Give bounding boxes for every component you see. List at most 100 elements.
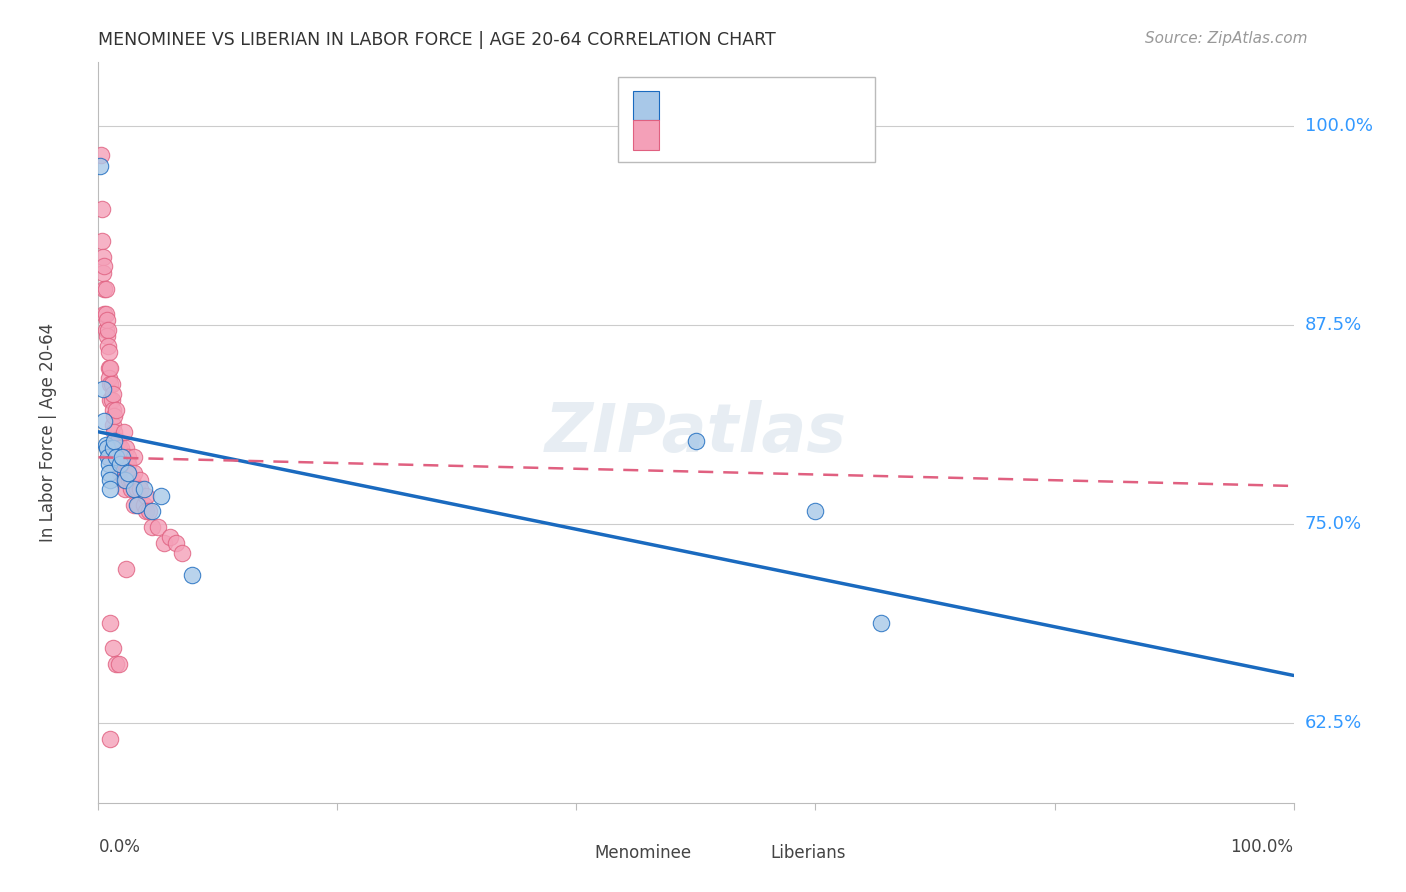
Point: [115, 562, 138, 576]
Point: [107, 441, 129, 455]
Point: [100, 377, 122, 392]
Text: Liberians: Liberians: [770, 844, 845, 863]
Point: [124, 450, 146, 465]
Point: [117, 457, 139, 471]
Text: 75.0%: 75.0%: [1305, 516, 1362, 533]
Text: 62.5%: 62.5%: [1305, 714, 1362, 732]
Point: [100, 392, 122, 407]
Point: [91, 250, 114, 264]
Point: [104, 434, 127, 449]
Point: [105, 450, 128, 465]
Text: R = -0.550: R = -0.550: [671, 96, 768, 114]
Text: 87.5%: 87.5%: [1305, 316, 1362, 334]
Point: [115, 457, 138, 471]
Text: N = 78: N = 78: [779, 126, 841, 144]
Point: [90, 148, 112, 162]
Point: [111, 457, 134, 471]
Point: [103, 434, 125, 449]
FancyBboxPatch shape: [547, 844, 582, 863]
Point: [96, 313, 118, 327]
Text: ZIPatlas: ZIPatlas: [546, 400, 846, 466]
Point: [91, 202, 114, 216]
Point: [114, 473, 136, 487]
Point: [98, 457, 121, 471]
Point: [135, 504, 157, 518]
Text: 0.0%: 0.0%: [98, 838, 141, 856]
Point: [111, 467, 134, 481]
Point: [180, 568, 202, 582]
Point: [91, 382, 114, 396]
Point: [93, 281, 115, 295]
Point: [115, 473, 138, 487]
Point: [98, 361, 121, 376]
Point: [149, 489, 172, 503]
Text: 100.0%: 100.0%: [1230, 838, 1294, 856]
Text: Source: ZipAtlas.com: Source: ZipAtlas.com: [1144, 31, 1308, 46]
Point: [105, 434, 128, 449]
Point: [124, 467, 146, 481]
Point: [105, 450, 128, 465]
Text: 100.0%: 100.0%: [1305, 117, 1372, 135]
Point: [101, 402, 124, 417]
Point: [98, 732, 122, 747]
Point: [148, 520, 170, 534]
Point: [103, 425, 125, 439]
Point: [98, 345, 121, 359]
Point: [117, 467, 139, 481]
Point: [153, 536, 176, 550]
Point: [98, 467, 121, 481]
Point: [117, 450, 139, 465]
Point: [101, 386, 124, 401]
Point: [101, 641, 124, 656]
Point: [97, 450, 120, 465]
Point: [94, 281, 117, 295]
Point: [124, 498, 146, 512]
Point: [93, 259, 115, 273]
Point: [870, 615, 893, 630]
Point: [127, 498, 149, 512]
Point: [108, 457, 131, 471]
Point: [124, 482, 146, 496]
Point: [101, 418, 124, 433]
Point: [108, 467, 131, 481]
Point: [132, 482, 155, 496]
Point: [94, 323, 117, 337]
Point: [804, 504, 827, 518]
Text: In Labor Force | Age 20-64: In Labor Force | Age 20-64: [39, 323, 58, 542]
Point: [107, 657, 129, 672]
Point: [112, 425, 135, 439]
Point: [91, 266, 114, 280]
Point: [129, 482, 152, 496]
Point: [111, 450, 134, 465]
Point: [97, 339, 120, 353]
Point: [89, 159, 111, 173]
Point: [159, 530, 181, 544]
FancyBboxPatch shape: [633, 120, 659, 150]
Point: [138, 504, 160, 518]
Point: [96, 329, 118, 343]
FancyBboxPatch shape: [633, 91, 659, 120]
Point: [91, 234, 114, 248]
Point: [111, 450, 134, 465]
Point: [115, 441, 138, 455]
FancyBboxPatch shape: [619, 78, 876, 162]
Point: [125, 498, 148, 512]
Point: [118, 473, 141, 487]
Point: [103, 409, 125, 423]
Text: MENOMINEE VS LIBERIAN IN LABOR FORCE | AGE 20-64 CORRELATION CHART: MENOMINEE VS LIBERIAN IN LABOR FORCE | A…: [98, 31, 776, 49]
Point: [98, 370, 121, 384]
Point: [108, 457, 131, 471]
Point: [101, 441, 124, 455]
Point: [98, 615, 122, 630]
Point: [98, 473, 122, 487]
Point: [98, 450, 121, 465]
Point: [112, 473, 135, 487]
Text: R = -0.077: R = -0.077: [671, 126, 769, 144]
Point: [120, 482, 142, 496]
Point: [120, 473, 142, 487]
Point: [125, 482, 148, 496]
Point: [98, 392, 122, 407]
Point: [93, 414, 115, 428]
Point: [114, 457, 136, 471]
Text: Menominee: Menominee: [595, 844, 692, 863]
